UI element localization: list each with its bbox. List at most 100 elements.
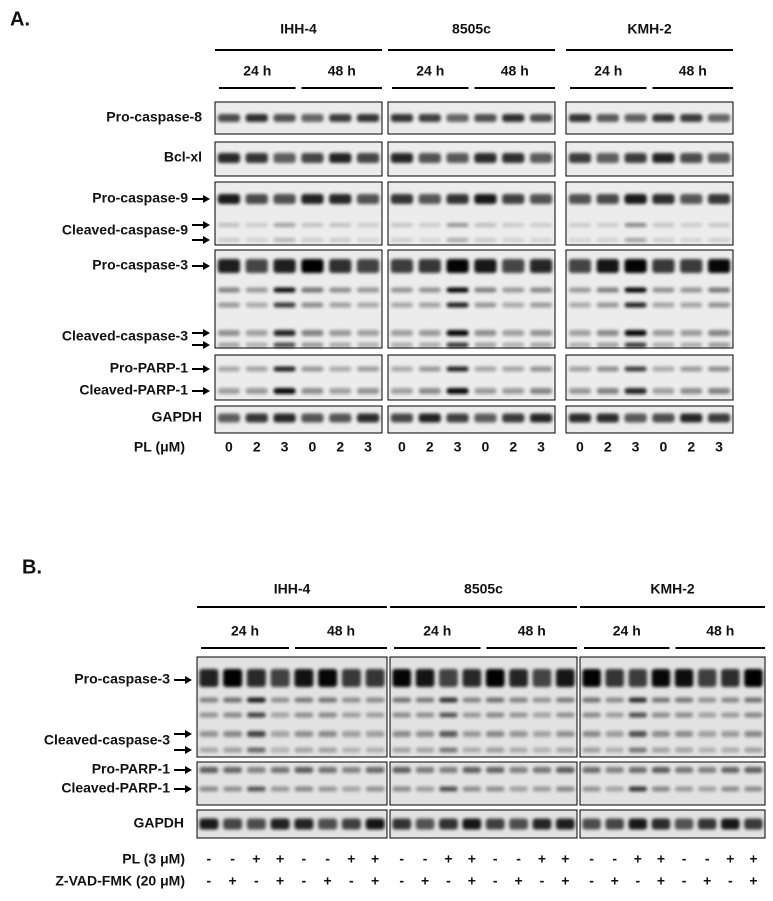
band [418,259,441,273]
band [582,731,601,737]
band [707,223,731,227]
band [651,712,671,718]
band [605,747,624,753]
band [555,767,575,773]
band [301,366,324,372]
band [707,194,731,204]
band [485,786,505,792]
band [532,697,552,703]
lane-label: + [468,851,476,867]
band [474,194,497,204]
band [301,330,324,336]
band [582,712,601,718]
band [624,388,647,394]
band [245,114,268,122]
band [270,767,290,773]
band [529,366,553,372]
arrow-head [185,730,192,738]
band [628,712,648,718]
band [707,388,731,394]
band [462,731,482,737]
lane-label: - [399,851,404,867]
arrow-head [185,785,192,793]
band [502,388,525,394]
band [341,731,361,737]
band [652,302,675,308]
band [217,287,241,293]
lane-label: 0 [225,439,233,455]
band [217,223,241,227]
lane-label: 0 [398,439,406,455]
lane-label: + [514,873,522,889]
protein-label: Pro-PARP-1 [110,360,189,376]
band [529,287,553,293]
band [356,388,380,394]
band [529,388,553,394]
band [390,388,414,394]
band [329,330,352,336]
band [365,818,385,830]
band [245,287,268,293]
band [199,767,219,773]
band [270,697,290,703]
time-label: 24 h [243,63,271,79]
band [697,731,717,737]
band [392,818,412,830]
band [217,114,241,122]
band [744,747,763,753]
band [532,767,552,773]
band [390,342,414,348]
lane-label: + [371,873,379,889]
band [392,767,412,773]
band [624,413,647,423]
band [532,669,552,687]
band [390,413,414,423]
band [707,366,731,372]
band [446,388,469,394]
arrow-head [185,676,192,684]
band [294,818,314,830]
band [502,238,525,242]
band [624,330,647,336]
band [245,366,268,372]
band [199,731,219,737]
band [474,223,497,227]
band [628,697,648,703]
blot [565,405,734,434]
band [532,747,552,753]
band [744,712,763,718]
band [628,747,648,753]
protein-label: GAPDH [133,815,184,831]
band [568,388,592,394]
band [415,818,435,830]
band [365,697,385,703]
band [341,747,361,753]
blot [387,101,556,135]
band [439,712,458,718]
band [446,413,469,423]
band [474,238,497,242]
band [680,330,703,336]
band [474,388,497,394]
treatment-label: PL (μM) [134,439,185,455]
band [301,259,324,273]
band [462,669,482,687]
protein-label: Pro-caspase-3 [74,671,170,687]
band [273,153,296,163]
band [502,366,525,372]
lane-label: + [347,851,355,867]
band [439,747,458,753]
band [462,747,482,753]
band [217,302,241,308]
band [680,153,703,163]
band [245,194,268,204]
band [674,731,694,737]
band [246,818,266,830]
lane-label: + [252,851,260,867]
band [301,238,324,242]
arrow-head [185,766,192,774]
band [697,669,717,687]
blot [565,181,734,246]
band [568,342,592,348]
band [415,712,435,718]
